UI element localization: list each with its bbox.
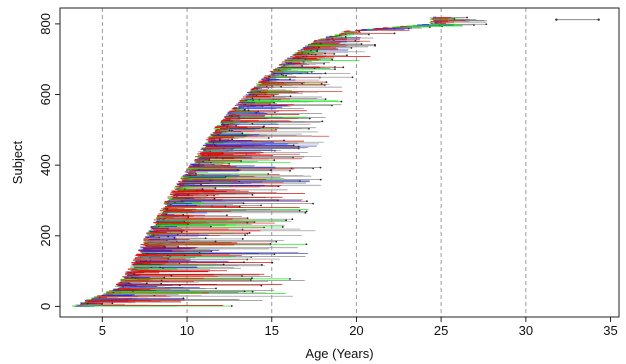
subject-segment — [183, 178, 322, 181]
x-tick-label: 20 — [349, 323, 363, 338]
y-tick-label: 800 — [38, 13, 53, 35]
y-tick-label: 400 — [38, 154, 53, 176]
subject-segment — [126, 277, 253, 280]
plot-frame — [59, 7, 620, 318]
subject-segment — [72, 305, 233, 307]
y-axis-ticks: 0 200 400 600 800 — [38, 13, 60, 310]
subject-segment — [150, 225, 212, 228]
subject-segment — [149, 238, 244, 240]
subject-segment — [241, 100, 343, 103]
x-axis-ticks: 5 10 15 20 25 30 35 — [99, 317, 618, 338]
subject-segment — [265, 78, 291, 81]
x-axis-title: Age (Years) — [305, 346, 373, 361]
x-tick-label: 25 — [434, 323, 448, 338]
x-tick-label: 35 — [603, 323, 617, 338]
y-tick-label: 200 — [38, 225, 53, 247]
x-tick-label: 15 — [265, 323, 279, 338]
subject-segment — [301, 50, 318, 52]
y-tick-label: 0 — [38, 303, 53, 310]
y-axis-title: Subject — [10, 140, 25, 184]
subject-segment — [147, 234, 246, 236]
subject-segment — [101, 294, 156, 297]
subject-segment — [308, 43, 376, 46]
subject-segment — [254, 85, 283, 88]
subject-segment — [192, 166, 322, 169]
subject-segment — [315, 39, 357, 42]
subject-segment — [189, 169, 291, 172]
x-tick-label: 10 — [180, 323, 194, 338]
subject-segment — [166, 204, 262, 207]
subject-segment — [267, 76, 354, 79]
subject-segment — [144, 242, 272, 245]
subject-segment — [222, 122, 254, 125]
subject-segment — [124, 277, 291, 280]
subject-segment — [302, 47, 353, 49]
subject-segment — [156, 219, 287, 222]
subject-segment — [194, 159, 276, 162]
subject-segment — [434, 16, 468, 19]
subject-segment — [156, 218, 294, 221]
subject-segment — [210, 139, 285, 142]
y-tick-label: 600 — [38, 84, 53, 106]
plot-area — [72, 8, 600, 317]
x-tick-label: 5 — [99, 323, 106, 338]
subject-segment — [80, 302, 114, 305]
outlier-segment — [555, 18, 600, 21]
x-tick-label: 30 — [519, 323, 533, 338]
subject-segment — [81, 303, 103, 305]
